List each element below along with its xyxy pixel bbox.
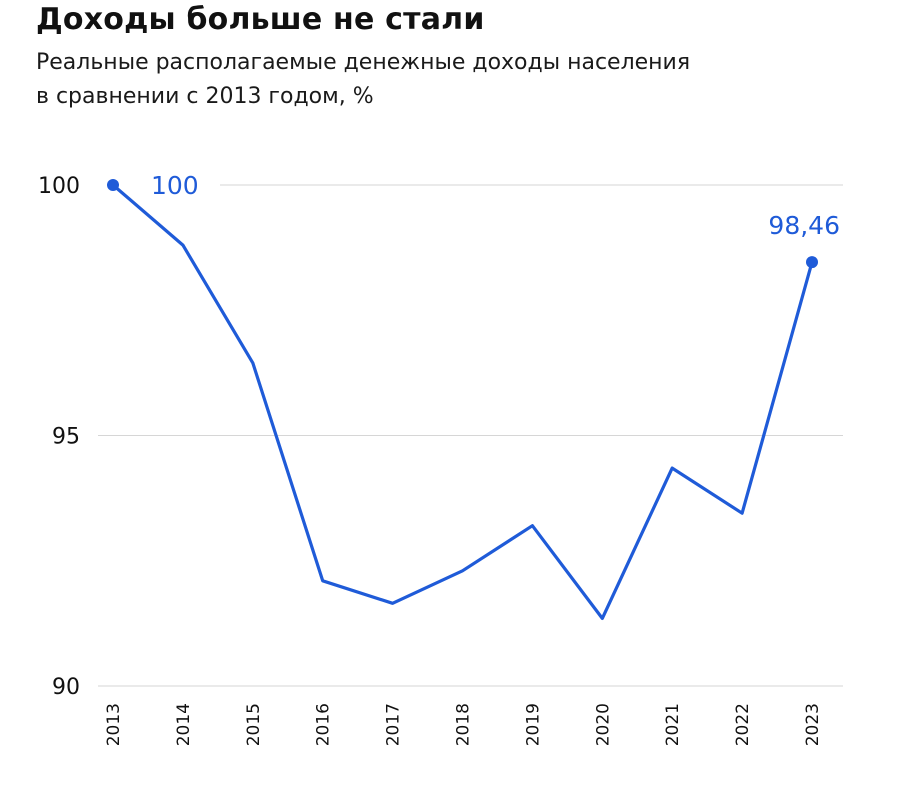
chart-title: Доходы больше не стали [36,2,485,37]
x-tick-label-2017: 2017 [384,703,404,746]
x-tick-label-2022: 2022 [733,703,753,746]
data-label-2023: 98,46 [768,211,840,240]
chart-subtitle: Реальные располагаемые денежные доходы н… [36,46,856,114]
x-tick-label-2013: 2013 [104,703,124,746]
y-tick-label-100: 100 [38,174,80,199]
x-tick-label-2021: 2021 [663,703,683,746]
y-tick-label-90: 90 [52,675,80,700]
series-line [111,183,814,621]
data-point-2013 [107,179,119,191]
x-tick-label-2014: 2014 [174,703,194,746]
subtitle-line-2: в сравнении с 2013 годом, % [36,84,374,109]
x-tick-label-2016: 2016 [314,703,334,746]
x-tick-label-2018: 2018 [454,703,474,746]
y-tick-label-95: 95 [52,425,80,450]
x-tick-label-2023: 2023 [803,703,823,746]
x-tick-label-2020: 2020 [593,703,613,746]
data-point-2023 [806,256,818,269]
data-label-2013: 100 [151,171,199,200]
subtitle-line-1: Реальные располагаемые денежные доходы н… [36,50,691,75]
x-tick-label-2015: 2015 [244,703,264,746]
x-tick-label-2019: 2019 [523,703,543,746]
